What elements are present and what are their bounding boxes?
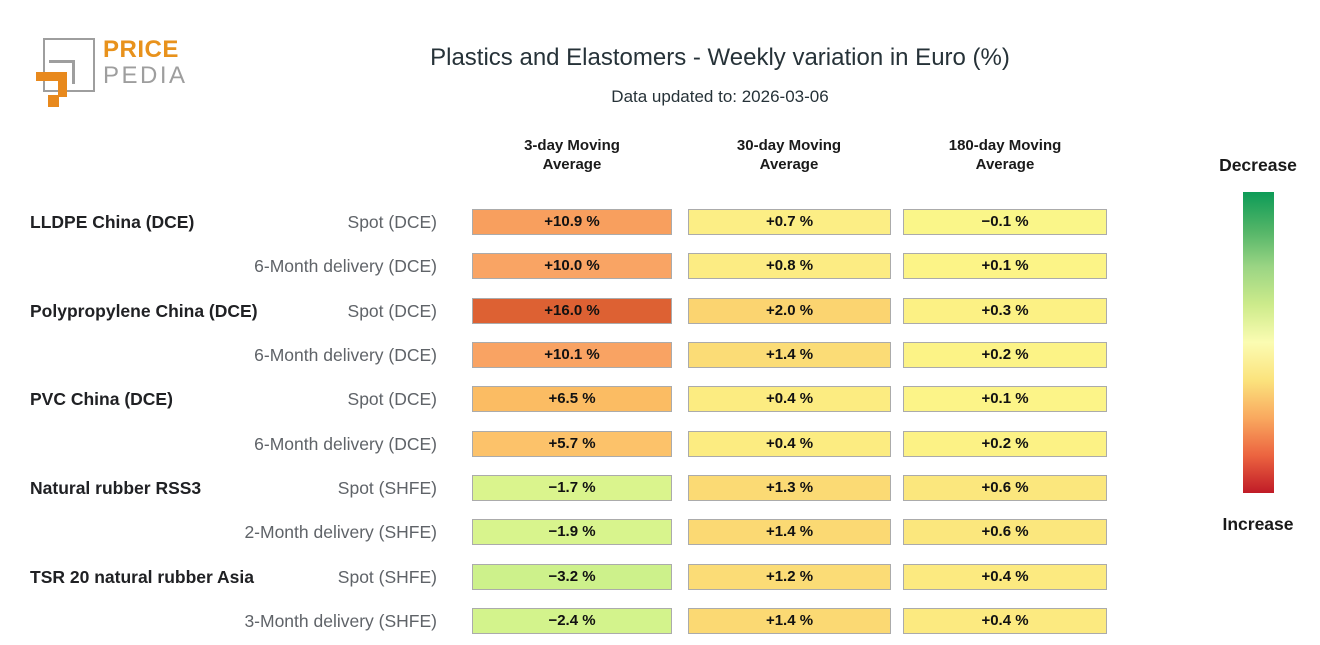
page-title: Plastics and Elastomers - Weekly variati…	[430, 44, 1010, 71]
legend-increase-label: Increase	[1222, 514, 1294, 534]
value-cell: +0.4 %	[903, 564, 1107, 590]
legend-gradient-bar	[1243, 192, 1274, 493]
series-label: 3-Month delivery (SHFE)	[244, 611, 437, 631]
commodity-group-label: PVC China (DCE)	[30, 389, 173, 409]
value-cell: +1.2 %	[688, 564, 891, 590]
logo-brand-price: PRICE	[103, 36, 179, 63]
logo-angle-icon	[58, 72, 67, 97]
value-cell: −3.2 %	[472, 564, 672, 590]
logo-step-icon	[49, 60, 75, 63]
table-row: Natural rubber RSS3 Spot (SHFE) −1.7 % +…	[0, 475, 1320, 501]
series-label: 6-Month delivery (DCE)	[254, 256, 437, 276]
value-cell: +1.3 %	[688, 475, 891, 501]
table-row: PVC China (DCE) Spot (DCE) +6.5 % +0.4 %…	[0, 386, 1320, 412]
value-cell: −1.7 %	[472, 475, 672, 501]
logo-dot-icon	[48, 95, 59, 107]
table-row: 2-Month delivery (SHFE) −1.9 % +1.4 % +0…	[0, 519, 1320, 545]
value-cell: +0.2 %	[903, 431, 1107, 457]
table-row: TSR 20 natural rubber Asia Spot (SHFE) −…	[0, 564, 1320, 590]
series-label: Spot (DCE)	[347, 301, 437, 321]
value-cell: +10.9 %	[472, 209, 672, 235]
logo-square-icon	[43, 38, 95, 92]
value-cell: +5.7 %	[472, 431, 672, 457]
series-label: 2-Month delivery (SHFE)	[244, 522, 437, 542]
value-cell: +0.4 %	[903, 608, 1107, 634]
value-cell: +0.4 %	[688, 386, 891, 412]
series-label: Spot (SHFE)	[337, 567, 437, 587]
value-cell: +1.4 %	[688, 519, 891, 545]
series-label: 6-Month delivery (DCE)	[254, 345, 437, 365]
series-label: Spot (DCE)	[347, 389, 437, 409]
value-cell: −1.9 %	[472, 519, 672, 545]
value-cell: +0.4 %	[688, 431, 891, 457]
value-cell: +0.6 %	[903, 475, 1107, 501]
commodity-group-label: Polypropylene China (DCE)	[30, 301, 258, 321]
logo-step-icon	[72, 60, 75, 84]
table-row: 6-Month delivery (DCE) +10.0 % +0.8 % +0…	[0, 253, 1320, 279]
value-cell: +0.3 %	[903, 298, 1107, 324]
series-label: Spot (SHFE)	[337, 478, 437, 498]
value-cell: +16.0 %	[472, 298, 672, 324]
table-row: Polypropylene China (DCE) Spot (DCE) +16…	[0, 298, 1320, 324]
column-header-30day: 30-day Moving Average	[736, 137, 842, 173]
commodity-group-label: TSR 20 natural rubber Asia	[30, 567, 254, 587]
logo-angle-icon	[36, 72, 67, 81]
value-cell: +0.6 %	[903, 519, 1107, 545]
value-cell: +0.2 %	[903, 342, 1107, 368]
value-cell: +0.1 %	[903, 386, 1107, 412]
value-cell: −2.4 %	[472, 608, 672, 634]
value-cell: +0.7 %	[688, 209, 891, 235]
commodity-group-label: LLDPE China (DCE)	[30, 212, 195, 232]
logo-brand-pedia: PEDIA	[103, 62, 188, 89]
column-header-3day: 3-day Moving Average	[524, 137, 620, 173]
series-label: Spot (DCE)	[347, 212, 437, 232]
table-row: LLDPE China (DCE) Spot (DCE) +10.9 % +0.…	[0, 209, 1320, 235]
value-cell: +6.5 %	[472, 386, 672, 412]
value-cell: +10.0 %	[472, 253, 672, 279]
value-cell: +1.4 %	[688, 608, 891, 634]
table-row: 6-Month delivery (DCE) +10.1 % +1.4 % +0…	[0, 342, 1320, 368]
value-cell: −0.1 %	[903, 209, 1107, 235]
pricepedia-logo: PRICE PEDIA	[36, 28, 236, 114]
table-row: 3-Month delivery (SHFE) −2.4 % +1.4 % +0…	[0, 608, 1320, 634]
value-cell: +10.1 %	[472, 342, 672, 368]
value-cell: +0.8 %	[688, 253, 891, 279]
table-row: 6-Month delivery (DCE) +5.7 % +0.4 % +0.…	[0, 431, 1320, 457]
value-cell: +0.1 %	[903, 253, 1107, 279]
value-cell: +1.4 %	[688, 342, 891, 368]
commodity-group-label: Natural rubber RSS3	[30, 478, 202, 498]
legend-decrease-label: Decrease	[1219, 155, 1297, 175]
data-updated-subtitle: Data updated to: 2026-03-06	[611, 87, 829, 106]
value-cell: +2.0 %	[688, 298, 891, 324]
series-label: 6-Month delivery (DCE)	[254, 434, 437, 454]
column-header-180day: 180-day Moving Average	[948, 137, 1062, 173]
